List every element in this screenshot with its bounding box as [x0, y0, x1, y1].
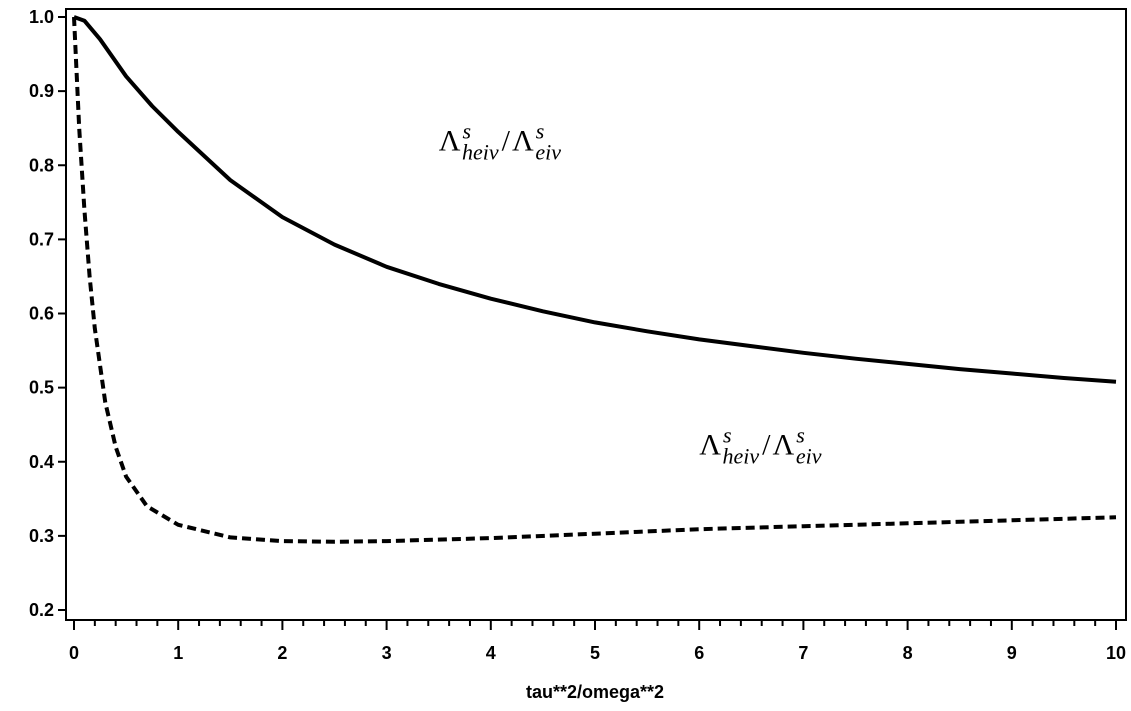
y-tick-label: 0.4 [29, 452, 54, 472]
y-tick-label: 1.0 [29, 7, 54, 27]
y-axis: 0.2 0.3 0.4 0.5 0.6 0.7 0.8 0.9 1.0 [29, 7, 66, 620]
y-tick-label: 0.5 [29, 378, 54, 398]
dashed-series-line [72, 16, 1117, 544]
plot-frame [65, 8, 1127, 621]
curve-annotation: Λs heiv/Λs eiv [699, 422, 822, 468]
x-tick-label: 5 [590, 643, 600, 663]
x-tick-label: 3 [382, 643, 392, 663]
curve-annotation: Λs heiv/Λs eiv [439, 118, 562, 164]
x-tick-label: 4 [486, 643, 496, 663]
x-axis-title: tau**2/omega**2 [526, 682, 664, 702]
annotation-layer: Λs heiv/Λs eiv Λs heiv/Λs eiv [439, 118, 822, 468]
x-tick-label: 6 [694, 643, 704, 663]
x-axis: 0 1 2 3 4 5 6 7 8 9 10 [69, 620, 1126, 663]
y-tick-label: 0.7 [29, 229, 54, 249]
series-layer [72, 15, 1117, 544]
x-tick-label: 2 [277, 643, 287, 663]
x-tick-label: 9 [1007, 643, 1017, 663]
x-tick-label: 0 [69, 643, 79, 663]
y-tick-label: 0.9 [29, 81, 54, 101]
y-tick-label: 0.6 [29, 304, 54, 324]
y-tick-label: 0.2 [29, 600, 54, 620]
x-tick-label: 8 [903, 643, 913, 663]
y-tick-label: 0.8 [29, 155, 54, 175]
x-tick-label: 10 [1106, 643, 1126, 663]
y-tick-label: 0.3 [29, 526, 54, 546]
x-tick-label: 1 [173, 643, 183, 663]
x-tick-label: 7 [798, 643, 808, 663]
solid-series-line [73, 15, 1117, 384]
